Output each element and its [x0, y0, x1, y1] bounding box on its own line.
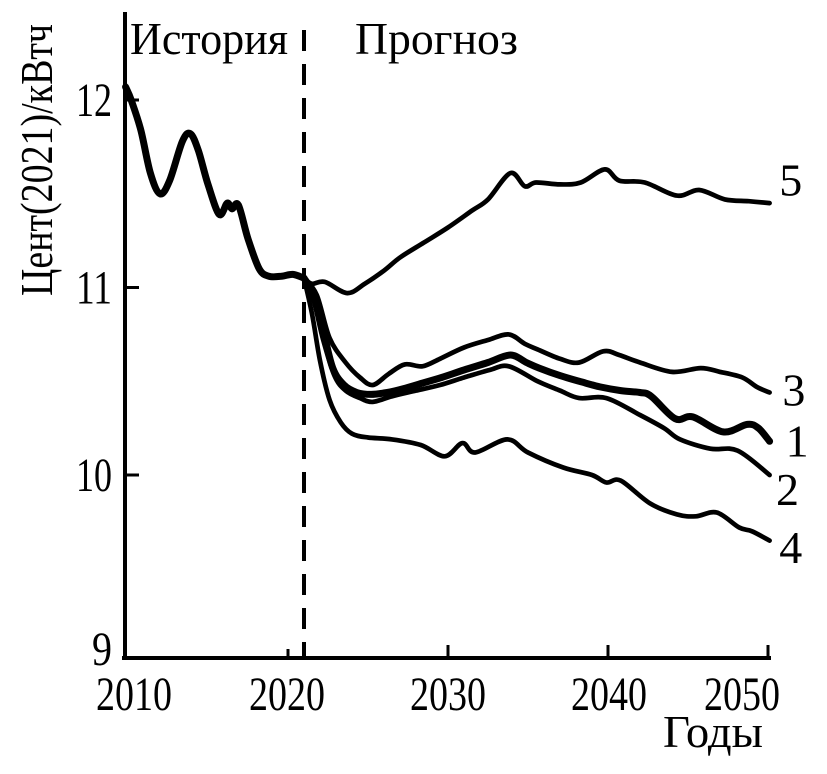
- history-region-label: История: [130, 13, 288, 64]
- series-line-history: [122, 83, 308, 282]
- series-end-label-scenario-2: 2: [776, 464, 799, 515]
- x-tick-label-2030: 2030: [410, 668, 486, 721]
- x-tick-label-2050: 2050: [704, 668, 780, 721]
- series-line-scenario-1: [300, 274, 774, 445]
- series-line-scenario-3: [301, 275, 772, 395]
- series-lines-layer: [122, 83, 774, 543]
- y-axis-title: Цент(2021)/кВтч: [11, 24, 62, 296]
- axes-layer: [122, 12, 771, 660]
- y-tick-label-9: 9: [92, 623, 112, 676]
- series-end-labels-layer: 3 2 4 5 1: [776, 155, 809, 574]
- y-tick-label-12: 12: [76, 74, 112, 127]
- x-tick-label-2010: 2010: [96, 668, 172, 721]
- y-tick-label-10: 10: [76, 449, 112, 502]
- forecast-region-label: Прогноз: [355, 13, 518, 64]
- series-end-label-scenario-1: 1: [786, 415, 809, 466]
- series-line-scenario-5: [301, 167, 772, 296]
- x-tick-label-2040: 2040: [571, 668, 647, 721]
- series-end-label-scenario-4: 4: [779, 522, 802, 573]
- series-end-label-scenario-5: 5: [779, 155, 802, 206]
- series-end-label-scenario-3: 3: [782, 365, 805, 416]
- series-line-scenario-4: [301, 275, 772, 543]
- y-tick-label-11: 11: [76, 262, 112, 315]
- x-axis-title: Годы: [663, 706, 763, 757]
- x-tick-label-2020: 2020: [249, 668, 325, 721]
- series-line-scenario-2: [301, 275, 772, 478]
